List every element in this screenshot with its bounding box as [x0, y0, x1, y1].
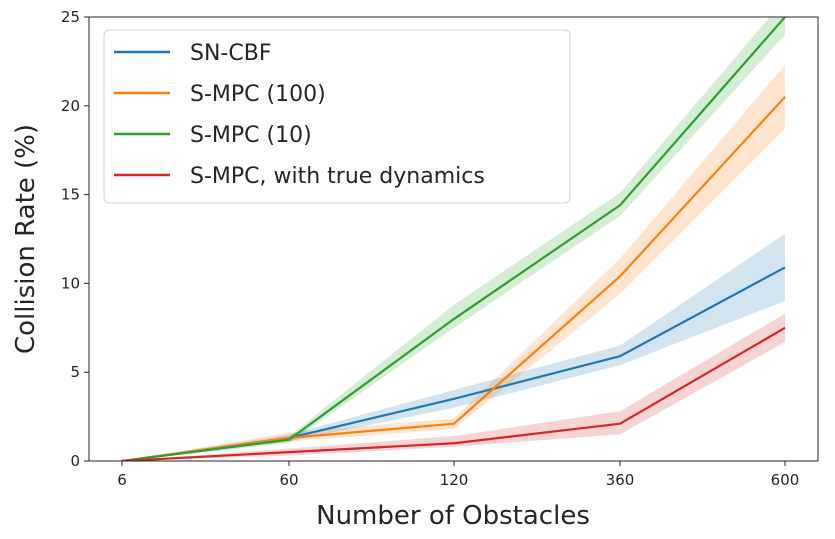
series-line-4	[121, 326, 786, 461]
confidence-band-1	[122, 233, 785, 461]
legend-box	[103, 29, 571, 204]
y-tick-label: 25	[61, 8, 80, 26]
legend-label: S-MPC (10)	[190, 123, 312, 148]
x-axis-title: Number of Obstacles	[316, 501, 590, 531]
series-line-1	[121, 266, 786, 461]
x-tick-label: 60	[279, 471, 298, 489]
series-line-2	[121, 96, 786, 461]
y-tick-label: 5	[70, 363, 80, 381]
y-tick-label: 10	[61, 274, 80, 292]
x-tick-label: 360	[606, 471, 635, 489]
y-tick-label: 20	[61, 97, 80, 115]
x-tick-label: 6	[117, 471, 127, 489]
legend-label: S-MPC, with true dynamics	[190, 164, 485, 189]
y-axis-title: Collision Rate (%)	[11, 124, 41, 354]
legend-label: S-MPC (100)	[190, 82, 326, 107]
legend: SN-CBF S-MPC (100) S-MPC (10) S-MPC, with t…	[103, 29, 571, 204]
series-line-3	[121, 17, 786, 461]
y-tick-label: 0	[70, 452, 80, 470]
x-tick-label: 120	[440, 471, 469, 489]
x-tick-label: 600	[771, 471, 800, 489]
y-tick-label: 15	[61, 186, 80, 204]
legend-label: SN-CBF	[190, 41, 271, 66]
